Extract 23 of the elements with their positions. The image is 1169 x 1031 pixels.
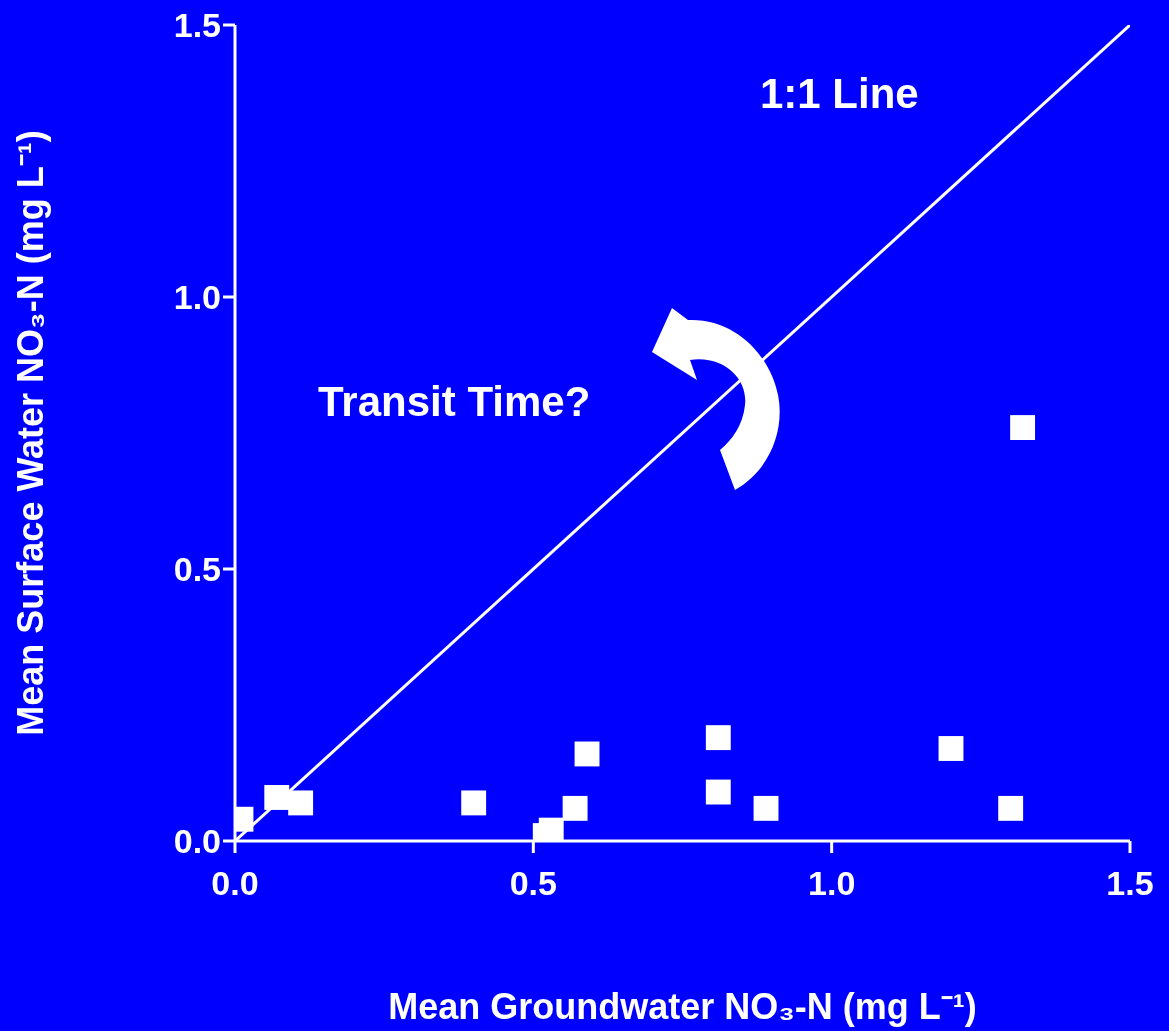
point	[288, 790, 314, 816]
y-tick-label: 1.5	[173, 6, 221, 45]
point	[753, 795, 779, 821]
y-tick-label: 0.0	[173, 822, 221, 861]
point	[998, 795, 1024, 821]
x-tick-label: 1.0	[808, 864, 856, 903]
y-axis-title: Mean Surface Water NO₃-N (mg L⁻¹)	[9, 130, 51, 736]
y-tick-label: 1.0	[173, 278, 221, 317]
annotation: 1:1 Line	[760, 70, 919, 118]
x-tick-label: 0.0	[211, 864, 259, 903]
x-tick-label: 1.5	[1106, 864, 1154, 903]
point	[461, 790, 487, 816]
point	[938, 736, 964, 761]
point	[1010, 415, 1036, 441]
point	[538, 817, 564, 841]
annotation: Transit Time?	[318, 378, 591, 426]
point	[705, 725, 731, 751]
point	[574, 741, 600, 767]
x-axis-title: Mean Groundwater NO₃-N (mg L⁻¹)	[388, 986, 977, 1027]
x-tick-label: 0.5	[509, 864, 557, 903]
point	[705, 779, 731, 805]
y-tick-label: 0.5	[173, 550, 221, 589]
point	[562, 795, 588, 821]
